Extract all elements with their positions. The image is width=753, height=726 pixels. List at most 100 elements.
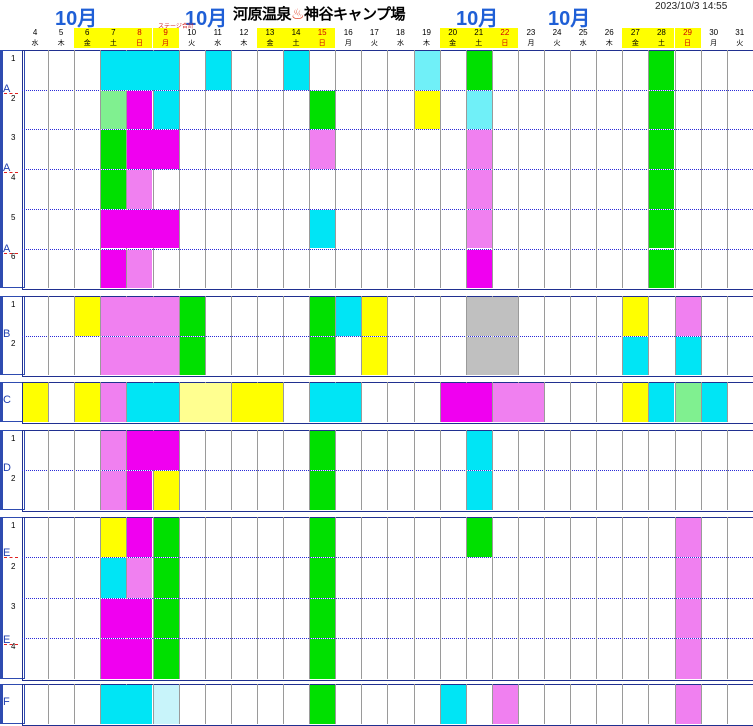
booking-cell[interactable] [362,336,388,375]
booking-cell[interactable] [205,51,231,90]
booking-cell[interactable] [127,518,153,558]
booking-cell[interactable] [466,51,492,90]
booking-cell[interactable] [101,336,179,375]
booking-cell[interactable] [101,130,127,170]
booking-cell[interactable] [675,598,701,639]
booking-cell[interactable] [466,297,518,336]
booking-cell[interactable] [440,383,492,422]
booking-cell[interactable] [701,383,727,422]
booking-cell[interactable] [466,90,492,130]
booking-cell[interactable] [336,297,362,336]
booking-cell[interactable] [675,518,701,558]
day-column-line [648,430,650,510]
booking-cell[interactable] [179,336,205,375]
booking-cell[interactable] [675,336,701,375]
booking-cell[interactable] [623,383,649,422]
booking-cell[interactable] [492,383,544,422]
booking-cell[interactable] [649,130,675,170]
booking-cell[interactable] [623,336,649,375]
booking-cell[interactable] [153,639,179,679]
booking-cell[interactable] [127,90,153,130]
booking-cell[interactable] [440,685,466,724]
booking-cell[interactable] [101,598,153,639]
booking-cell[interactable] [284,51,310,90]
booking-cell[interactable] [675,639,701,679]
booking-cell[interactable] [649,249,675,289]
booking-cell[interactable] [101,297,179,336]
booking-cell[interactable] [466,518,492,558]
booking-cell[interactable] [101,51,179,90]
booking-cell[interactable] [675,297,701,336]
booking-cell[interactable] [466,471,492,510]
booking-cell[interactable] [466,249,492,289]
booking-cell[interactable] [649,51,675,90]
booking-cell[interactable] [675,558,701,598]
booking-cell[interactable] [231,383,283,422]
booking-cell[interactable] [101,471,127,510]
booking-cell[interactable] [466,170,492,209]
booking-cell[interactable] [153,471,179,510]
booking-cell[interactable] [649,209,675,249]
booking-cell[interactable] [101,383,127,422]
booking-cell[interactable] [675,383,701,422]
booking-cell[interactable] [101,518,127,558]
booking-cell[interactable] [101,249,127,289]
booking-cell[interactable] [101,170,127,209]
booking-cell[interactable] [127,471,153,510]
booking-cell[interactable] [414,90,440,130]
booking-cell[interactable] [310,518,336,558]
booking-cell[interactable] [75,297,101,336]
booking-cell[interactable] [310,336,336,375]
booking-cell[interactable] [492,685,518,724]
booking-cell[interactable] [127,249,153,289]
booking-cell[interactable] [101,209,179,249]
booking-cell[interactable] [153,598,179,639]
day-column-line [700,382,702,422]
booking-cell[interactable] [466,431,492,470]
booking-cell[interactable] [310,558,336,598]
booking-cell[interactable] [127,130,179,170]
booking-cell[interactable] [127,558,153,598]
booking-cell[interactable] [675,685,701,724]
booking-cell[interactable] [153,685,179,724]
booking-cell[interactable] [127,170,153,209]
booking-cell[interactable] [101,558,127,598]
booking-cell[interactable] [127,431,179,470]
booking-cell[interactable] [179,383,231,422]
day-column-line [700,517,702,679]
booking-cell[interactable] [23,383,49,422]
day-column-line [700,296,702,375]
booking-cell[interactable] [310,90,336,130]
booking-cell[interactable] [75,383,101,422]
booking-cell[interactable] [362,297,388,336]
booking-cell[interactable] [101,90,127,130]
booking-cell[interactable] [101,639,153,679]
booking-cell[interactable] [466,130,492,170]
booking-cell[interactable] [153,518,179,558]
booking-cell[interactable] [414,51,440,90]
booking-cell[interactable] [101,685,153,724]
booking-cell[interactable] [310,639,336,679]
booking-cell[interactable] [310,297,336,336]
booking-cell[interactable] [310,471,336,510]
booking-cell[interactable] [310,130,336,170]
day-column-line [100,382,102,422]
booking-cell[interactable] [649,90,675,130]
booking-cell[interactable] [310,431,336,470]
booking-cell[interactable] [310,209,336,249]
booking-cell[interactable] [310,598,336,639]
booking-cell[interactable] [310,685,336,724]
day-column-line [152,50,154,289]
booking-cell[interactable] [649,383,675,422]
booking-cell[interactable] [649,170,675,209]
booking-cell[interactable] [466,336,518,375]
booking-cell[interactable] [179,297,205,336]
booking-cell[interactable] [127,383,179,422]
booking-cell[interactable] [101,431,127,470]
booking-cell[interactable] [466,209,492,249]
booking-cell[interactable] [310,383,362,422]
day-column-line [74,296,76,375]
booking-cell[interactable] [153,90,179,130]
booking-cell[interactable] [623,297,649,336]
booking-cell[interactable] [153,558,179,598]
